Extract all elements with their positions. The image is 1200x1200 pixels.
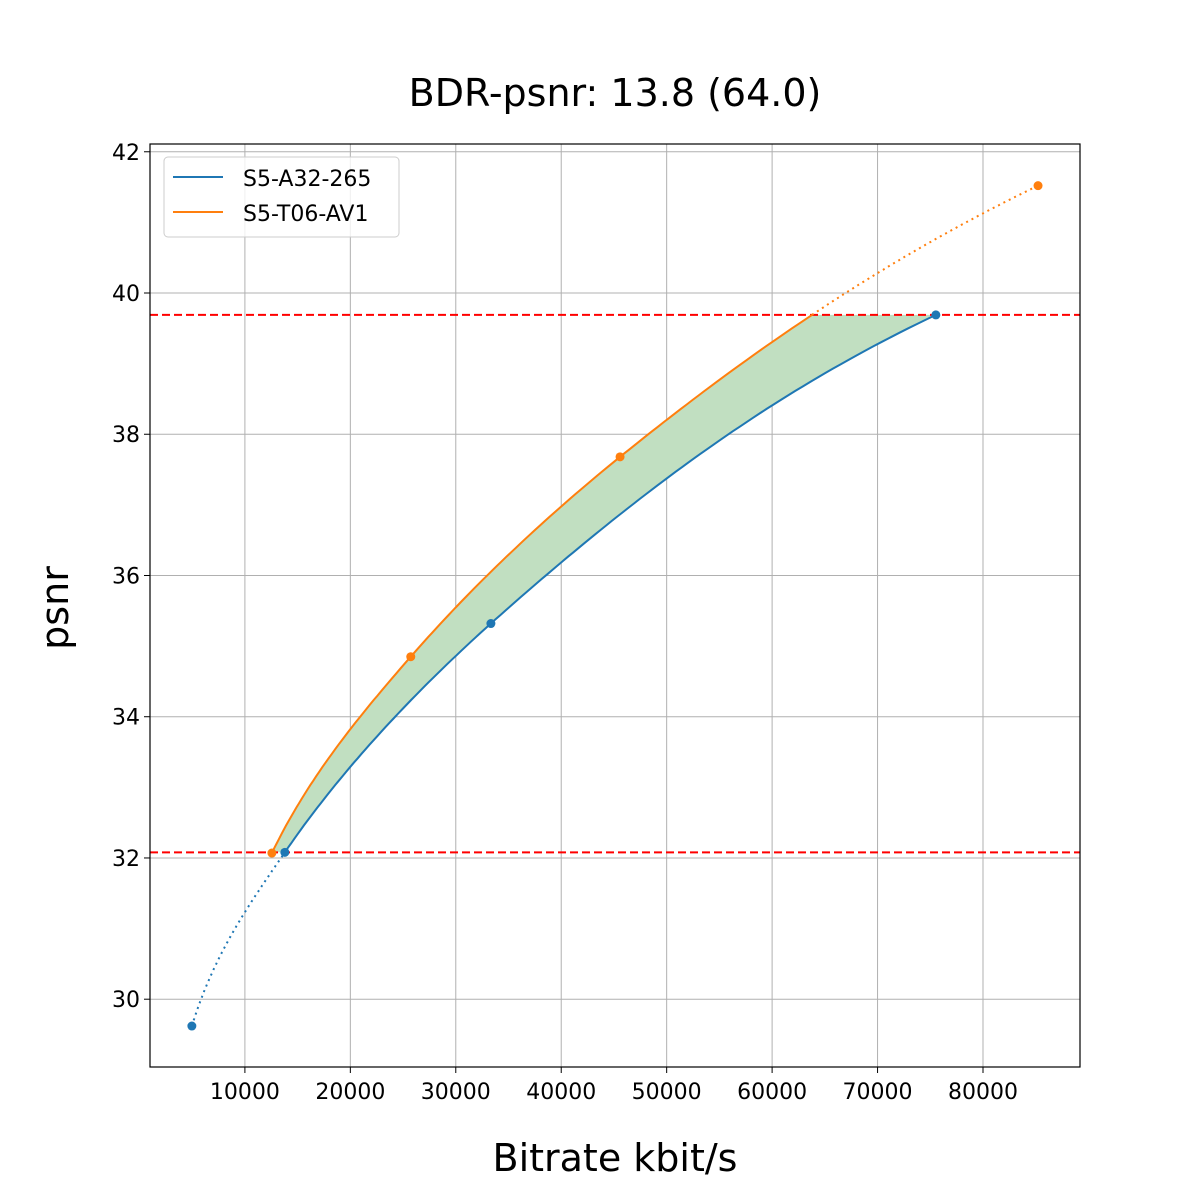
chart-title: BDR-psnr: 13.8 (64.0) [409, 71, 822, 115]
y-tick-label: 30 [112, 988, 140, 1013]
y-tick-label: 42 [112, 141, 140, 166]
ticks: 10000 20000 30000 40000 50000 60000 70000 80000… [112, 141, 1018, 1105]
y-axis-label: psnr [33, 566, 77, 650]
data-point-1 [267, 848, 277, 858]
x-tick-label: 20000 [315, 1080, 385, 1105]
data-point-1 [406, 652, 416, 662]
reference-lines [150, 313, 1080, 854]
legend-label-1: S5-T06-AV1 [243, 202, 368, 227]
x-tick-label: 30000 [421, 1080, 491, 1105]
data-point-0 [280, 847, 290, 857]
x-tick-label: 60000 [737, 1080, 807, 1105]
x-tick-label: 50000 [632, 1080, 702, 1105]
legend-label-0: S5-A32-265 [243, 167, 371, 192]
legend: S5-A32-265 S5-T06-AV1 [163, 156, 400, 238]
area-between-curves [272, 314, 936, 853]
series-extrapolation-0 [190, 851, 286, 1027]
series-extrapolation-1 [811, 184, 1039, 316]
x-tick-label: 40000 [526, 1080, 596, 1105]
y-tick-label: 36 [112, 564, 140, 589]
plot-frame [149, 143, 1081, 1068]
data-point-0 [187, 1021, 197, 1031]
y-tick-label: 34 [112, 706, 140, 731]
data-point-1 [1033, 181, 1043, 191]
y-tick-label: 32 [112, 847, 140, 872]
series-curve-1 [271, 314, 813, 853]
x-tick-label: 10000 [210, 1080, 280, 1105]
x-tick-label: 80000 [948, 1080, 1018, 1105]
series-curve-0 [284, 313, 937, 853]
y-tick-label: 40 [112, 282, 140, 307]
x-axis-label: Bitrate kbit/s [493, 1136, 738, 1180]
curves [190, 184, 1039, 1027]
data-point-1 [615, 452, 625, 462]
data-point-0 [931, 310, 941, 320]
fill-area [272, 314, 936, 853]
data-point-0 [486, 619, 496, 629]
y-tick-label: 38 [112, 423, 140, 448]
data-points [187, 181, 1043, 1031]
x-tick-label: 70000 [843, 1080, 913, 1105]
grid [150, 144, 1080, 1067]
